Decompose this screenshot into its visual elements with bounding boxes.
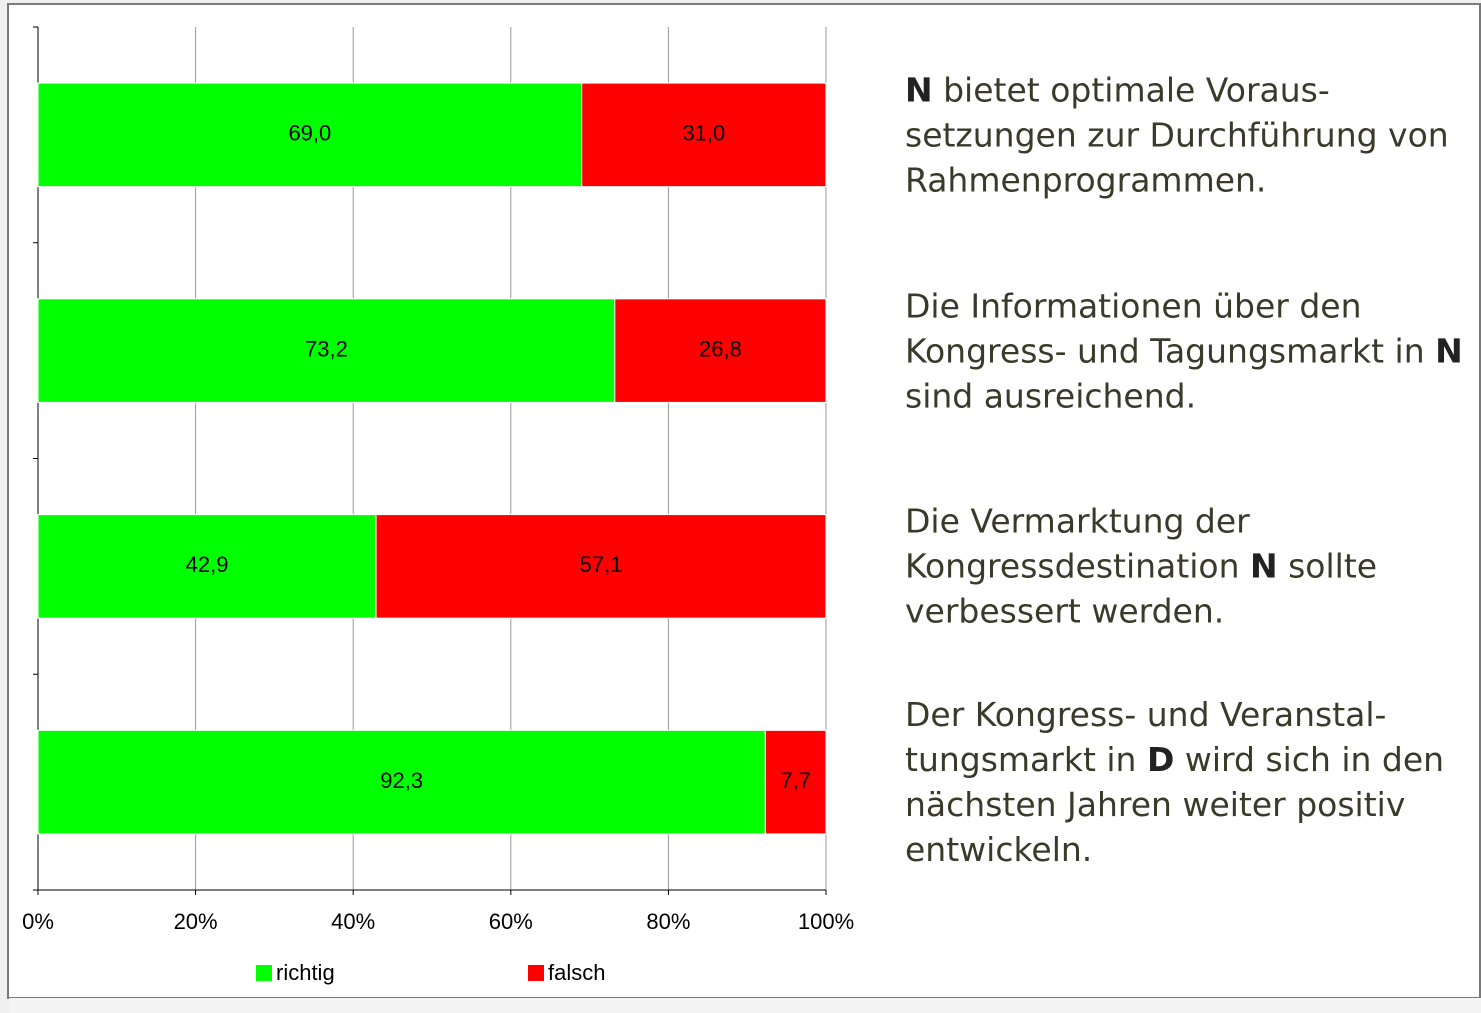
data-label: 69,0 xyxy=(288,121,331,146)
bar-segment xyxy=(37,298,616,403)
x-tick-label: 100% xyxy=(798,909,854,934)
bar-segment xyxy=(375,514,827,619)
x-tick-label: 0% xyxy=(22,909,54,934)
data-label: 42,9 xyxy=(186,552,229,577)
bar-segment xyxy=(37,729,766,835)
x-tick-label: 60% xyxy=(489,909,533,934)
legend-swatch xyxy=(256,965,272,981)
bar-segment xyxy=(614,298,827,403)
statement-text: sind ausreichend. xyxy=(905,376,1197,416)
statement-text: N xyxy=(1249,546,1278,586)
data-label: 73,2 xyxy=(305,336,348,361)
statement-text: Die Informationen über den Kongress- und… xyxy=(905,286,1436,371)
statement: Die Informationen über den Kongress- und… xyxy=(905,283,1465,418)
data-label: 57,1 xyxy=(580,552,623,577)
bar-segment xyxy=(764,729,827,835)
statement-text: sollte verbessert werden. xyxy=(905,546,1378,631)
bar-segment xyxy=(581,82,827,188)
data-label: 7,7 xyxy=(780,768,811,793)
data-label: 92,3 xyxy=(380,768,423,793)
footer-strip xyxy=(9,998,1481,1013)
x-tick-label: 40% xyxy=(331,909,375,934)
legend-swatch xyxy=(528,965,544,981)
statement-text: N xyxy=(905,70,933,110)
statement-text: wird sich in den nächsten Jahren weiter … xyxy=(905,740,1445,870)
statement-text: bietet optimale Voraus-setzungen zur Dur… xyxy=(905,70,1449,200)
legend-label: richtig xyxy=(276,960,335,985)
statement-text: D xyxy=(1146,740,1175,780)
statement: Der Kongress- und Veranstal-tungsmarkt i… xyxy=(905,692,1465,872)
data-label: 26,8 xyxy=(699,336,742,361)
data-label: 31,0 xyxy=(682,121,725,146)
statement: Die Vermarktung der Kongressdestination … xyxy=(905,499,1465,634)
statement: N bietet optimale Voraus-setzungen zur D… xyxy=(905,67,1465,202)
bar-segment xyxy=(37,514,377,619)
bar-segment xyxy=(37,82,583,188)
statement-text: N xyxy=(1435,331,1463,371)
x-tick-label: 20% xyxy=(174,909,218,934)
legend-label: falsch xyxy=(548,960,605,985)
statement-text: Der Kongress- und Veranstal-tungsmarkt i… xyxy=(905,695,1387,780)
x-tick-label: 80% xyxy=(646,909,690,934)
statement-text: Die Vermarktung der Kongressdestination xyxy=(905,501,1250,586)
